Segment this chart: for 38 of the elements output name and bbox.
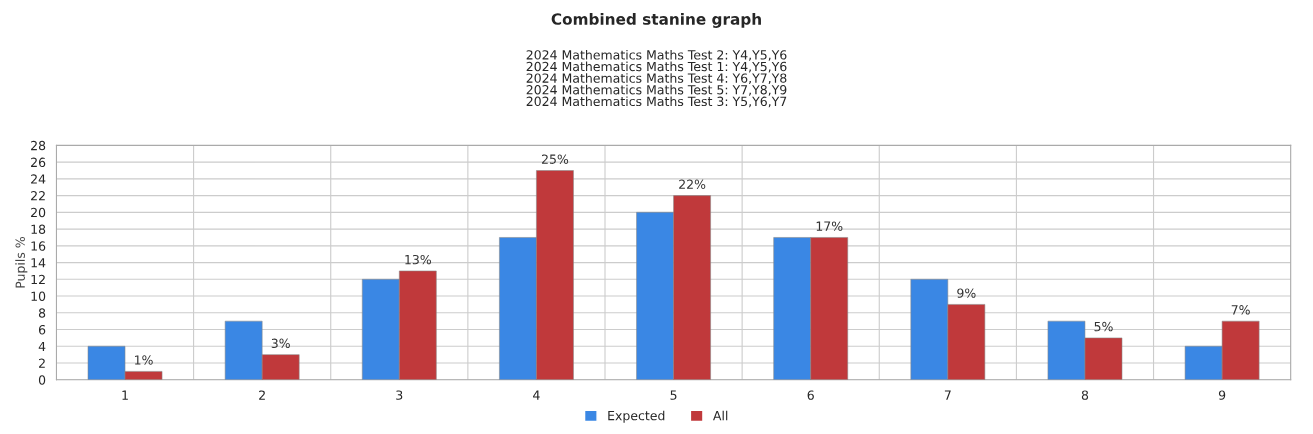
- data-label: 9%: [957, 288, 976, 298]
- x-tick-label: 5: [670, 390, 677, 400]
- y-tick-label: 4: [38, 341, 46, 352]
- y-tick-label: 0: [38, 375, 46, 385]
- x-tick-label: 2: [259, 390, 265, 400]
- y-tick-label: 28: [31, 140, 46, 151]
- legend-label: All: [713, 410, 728, 421]
- x-tick-label: 4: [533, 390, 540, 400]
- chart-subtitle: 2024 Mathematics Maths Test 2: Y4,Y5,Y6 2024 Mathematics Maths Test 1: Y4,Y5,Y6 2024 Mathematics Maths Test 4: Y6,Y7,Y8 2024 Mathematics Maths Test 5: Y7,Y8,Y9 2024 Mathematics Maths Test 3: Y5,Y6,Y7: [526, 49, 787, 108]
- y-tick-label: 8: [38, 308, 46, 318]
- x-tick-label: 8: [1081, 390, 1089, 400]
- y-tick-label: 26: [31, 157, 46, 168]
- y-tick-label: 2: [39, 358, 45, 368]
- chart-title: Combined stanine graph: [551, 13, 761, 28]
- x-tick-label: 6: [807, 390, 814, 400]
- data-label: 7%: [1231, 305, 1250, 315]
- x-tick-label: 9: [1218, 390, 1226, 400]
- y-tick-label: 18: [31, 224, 46, 235]
- y-tick-label: 12: [31, 274, 45, 285]
- data-label: 25%: [541, 154, 569, 164]
- x-tick-label: 7: [944, 390, 951, 400]
- y-axis-title: Pupils %: [15, 237, 28, 288]
- x-tick-label: 3: [396, 390, 403, 400]
- y-tick-label: 10: [31, 291, 46, 301]
- y-tick-label: 14: [31, 258, 46, 268]
- y-tick-label: 22: [31, 191, 45, 201]
- y-tick-label: 16: [31, 241, 46, 251]
- x-tick-label: 1: [122, 390, 128, 400]
- data-label: 3%: [271, 338, 290, 349]
- data-label: 22%: [679, 179, 706, 190]
- data-label: 17%: [816, 221, 843, 231]
- data-label: 13%: [405, 254, 432, 265]
- data-label: 1%: [135, 355, 153, 365]
- data-label: 5%: [1094, 321, 1113, 332]
- legend-label: Expected: [608, 410, 665, 423]
- y-tick-label: 24: [31, 174, 46, 184]
- y-tick-label: 6: [38, 325, 46, 335]
- y-tick-label: 20: [31, 207, 46, 218]
